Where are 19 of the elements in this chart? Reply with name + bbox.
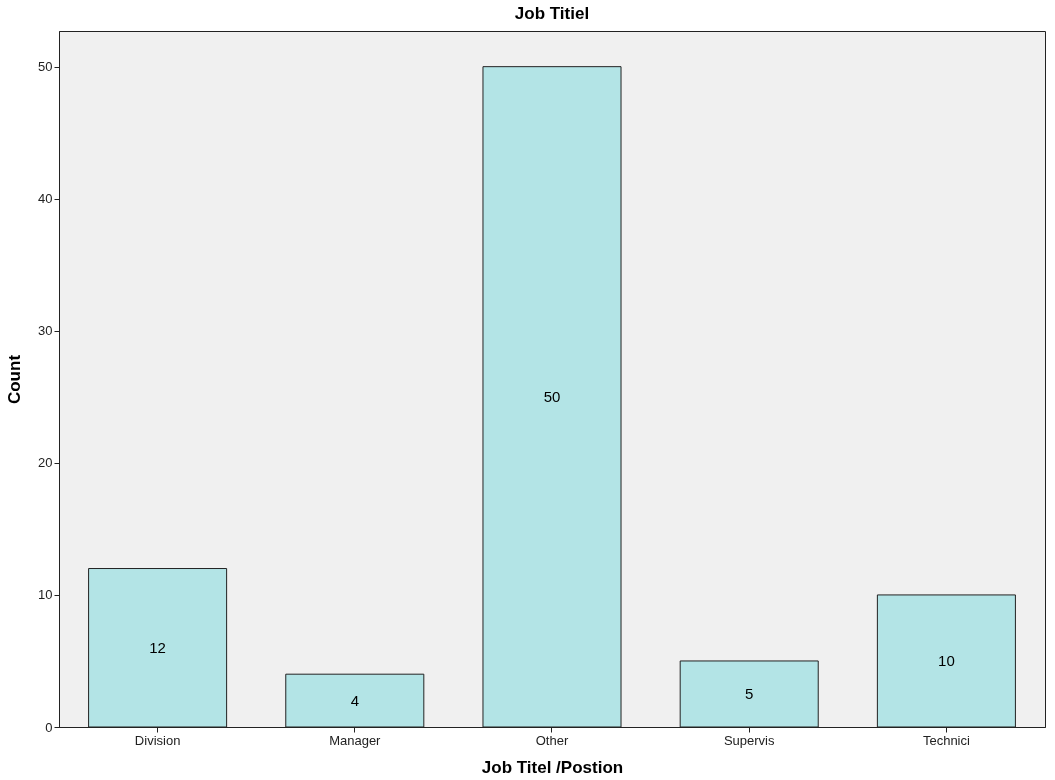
x-tick-label: Division: [134, 732, 181, 748]
data-label: 12: [149, 638, 166, 656]
y-tick-label: 0: [45, 719, 53, 735]
y-tick-label: 40: [38, 191, 53, 207]
data-label: 50: [543, 387, 561, 405]
x-tick-label: Manager: [329, 732, 382, 748]
x-tick-label: Supervis: [723, 732, 775, 748]
y-tick-label: 50: [38, 59, 53, 75]
data-label: 4: [350, 691, 359, 709]
data-label: 5: [745, 684, 754, 702]
y-tick-label: 10: [38, 587, 53, 603]
x-axis-title: Job Titel /Postion: [481, 757, 624, 777]
y-tick-label: 30: [38, 323, 53, 339]
chart-title: Job Titiel: [514, 4, 590, 23]
x-tick-label: Technici: [922, 732, 970, 748]
y-tick-label: 20: [38, 455, 53, 471]
data-label: 10: [938, 651, 955, 669]
y-axis-title: Count: [5, 354, 25, 405]
x-tick-label: Other: [535, 732, 569, 748]
